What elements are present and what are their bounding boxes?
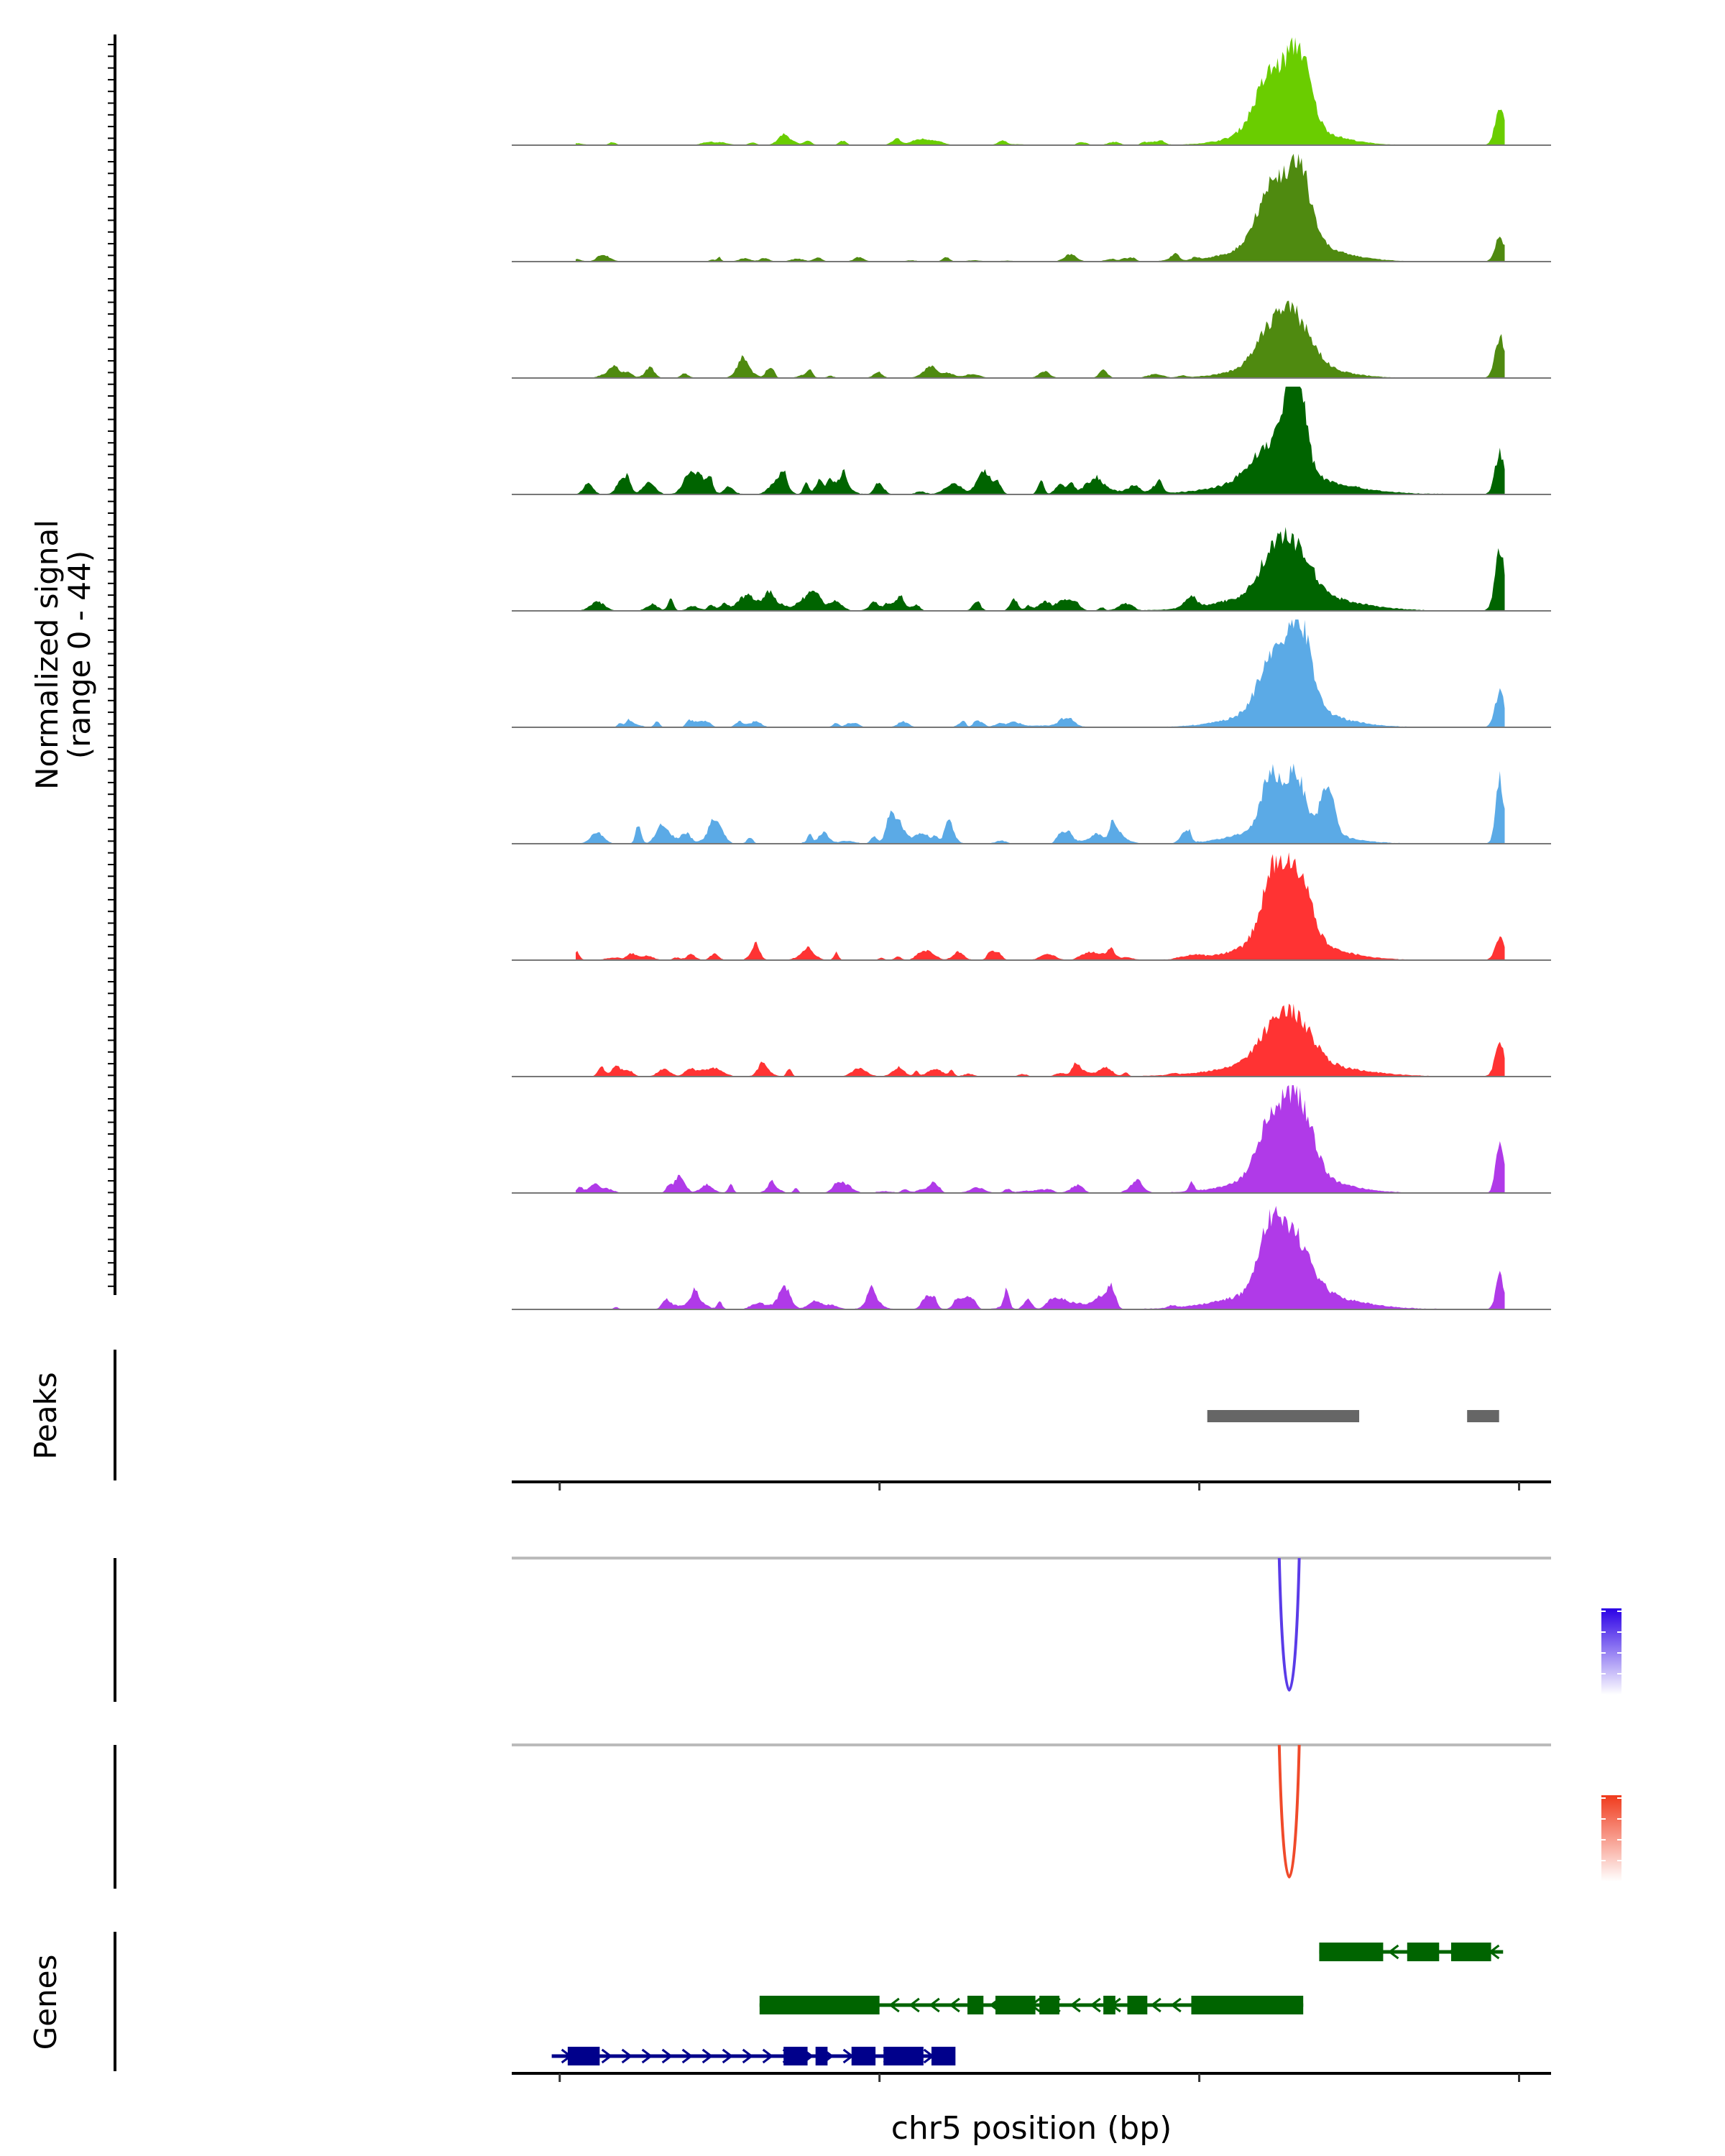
coverage-track-7 <box>512 763 1551 844</box>
coverage-track-6 <box>512 619 1551 728</box>
links-legend-colorbar <box>1601 1608 1622 1695</box>
gene-strand-arrow <box>742 2048 754 2064</box>
gene-strand-arrow <box>929 1997 940 2013</box>
gene-1 <box>1319 1943 1504 1961</box>
gene-exon <box>567 2047 600 2065</box>
coverage-area-8 <box>576 852 1505 960</box>
gene-exon <box>1039 1996 1059 2014</box>
coverage-track-9 <box>512 1003 1551 1077</box>
link-arc <box>1277 1744 1301 1879</box>
genes-panel: Genes chr5 position (bp) <box>28 1932 1551 2147</box>
gene-strand-arrow <box>949 1997 960 2013</box>
gene-strand-arrow <box>1170 1997 1182 2013</box>
coverage-track-3 <box>512 300 1551 379</box>
links-panel-1 <box>114 1557 1622 1702</box>
gene-strand-arrow <box>1150 1997 1162 2013</box>
coverage-y-axis: Normalized signal (range 0 - 44) <box>29 34 116 1295</box>
gene-strand-arrow <box>908 1997 920 2013</box>
links-panel-2 <box>114 1743 1622 1889</box>
gene-exon <box>1191 1996 1304 2014</box>
gene-exon <box>883 2047 924 2065</box>
gene-strand-arrow <box>888 1997 900 2013</box>
gene-exon <box>1319 1943 1384 1961</box>
genes-track-label: Genes <box>28 1955 63 2050</box>
peaks-panel: Peaks <box>28 1350 1551 1491</box>
coverage-track-2 <box>512 154 1551 262</box>
gene-strand-arrow <box>601 2048 613 2064</box>
gene-strand-arrow <box>722 2048 734 2064</box>
gene-exon <box>995 1996 1036 2014</box>
gene-strand-arrow <box>621 2048 633 2064</box>
coverage-track-10 <box>512 1085 1551 1194</box>
gene-exon <box>783 2047 808 2065</box>
gene-strand-arrow <box>681 2048 694 2064</box>
links-panels <box>114 1557 1622 1889</box>
coverage-track-4 <box>512 387 1551 495</box>
coverage-area-2 <box>576 154 1505 262</box>
coverage-area-11 <box>576 1206 1505 1309</box>
gene-3 <box>551 2047 956 2065</box>
coverage-area-1 <box>576 37 1505 145</box>
gene-strand-arrow <box>1387 1944 1399 1960</box>
gene-strand-arrow <box>641 2048 653 2064</box>
coverage-track-5 <box>512 527 1551 612</box>
coverage-tracks <box>512 37 1551 1310</box>
gene-exon <box>759 1996 880 2014</box>
x-axis-peaks <box>512 1480 1551 1491</box>
coverage-y-label-line-2: (range 0 - 44) <box>62 550 97 759</box>
coverage-area-6 <box>576 619 1505 727</box>
gene-exon <box>1450 1943 1491 1961</box>
gene-strand-arrow <box>661 2048 673 2064</box>
gene-strand-arrow <box>702 2048 714 2064</box>
coverage-area-7 <box>576 763 1505 844</box>
gene-strand-arrow <box>762 2048 774 2064</box>
coverage-area-3 <box>576 300 1505 378</box>
coverage-track-1 <box>512 37 1551 146</box>
coverage-track-8 <box>512 852 1551 961</box>
peak-regions <box>1207 1410 1499 1422</box>
coverage-area-10 <box>576 1085 1505 1193</box>
coverage-area-4 <box>576 387 1505 494</box>
link-arc <box>1277 1557 1301 1692</box>
peak-region-1 <box>1207 1410 1360 1422</box>
gene-exon <box>1103 1996 1116 2014</box>
peak-region-2 <box>1467 1410 1499 1422</box>
gene-exon <box>815 2047 828 2065</box>
gene-2 <box>759 1996 1304 2014</box>
gene-exon <box>931 2047 956 2065</box>
gene-exon <box>851 2047 876 2065</box>
gene-exon <box>967 1996 984 2014</box>
gene-models <box>551 1943 1504 2065</box>
x-axis-title: chr5 position (bp) <box>891 2110 1172 2147</box>
gene-exon <box>1407 1943 1440 1961</box>
gene-strand-arrow <box>1090 1997 1101 2013</box>
coverage-y-minor-ticks <box>108 44 115 1287</box>
coverage-area-9 <box>576 1003 1505 1077</box>
coverage-y-label-line-1: Normalized signal <box>29 520 65 790</box>
gene-exon <box>1127 1996 1148 2014</box>
coverage-track-11 <box>512 1206 1551 1310</box>
gene-strand-arrow <box>1070 1997 1081 2013</box>
links-legend-colorbar <box>1601 1795 1622 1881</box>
coverage-area-5 <box>576 527 1505 611</box>
x-axis-genes <box>512 2072 1551 2082</box>
peaks-track-label: Peaks <box>28 1372 63 1460</box>
